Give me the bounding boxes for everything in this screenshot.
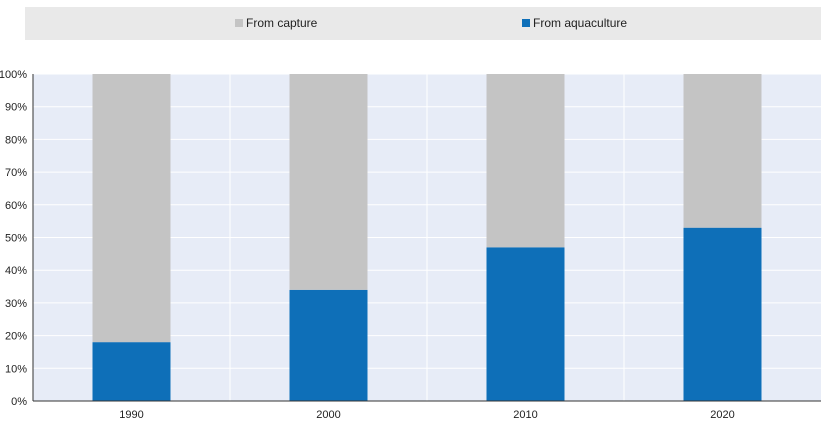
legend-item-aquaculture: From aquaculture <box>522 16 627 30</box>
bar-segment-from-capture-2010 <box>486 74 565 248</box>
bar-segment-from-capture-2000 <box>289 74 368 290</box>
legend-label-aquaculture: From aquaculture <box>533 16 628 30</box>
legend-swatch-capture <box>235 19 243 27</box>
y-tick-label: 100% <box>0 69 27 81</box>
x-tick-label: 2020 <box>710 409 734 421</box>
bar-segment-from-aquaculture-2000 <box>289 289 368 401</box>
legend: From capture From aquaculture <box>25 7 821 40</box>
bar-segment-from-aquaculture-2020 <box>683 227 762 401</box>
bar-segment-from-aquaculture-1990 <box>92 342 171 401</box>
y-tick-label: 60% <box>5 200 27 212</box>
legend-swatch-aquaculture <box>522 19 530 27</box>
y-tick-label: 50% <box>5 233 27 245</box>
x-tick-label: 2010 <box>513 409 537 421</box>
y-tick-label: 80% <box>5 134 27 146</box>
y-tick-label: 30% <box>5 298 27 310</box>
y-tick-label: 70% <box>5 167 27 179</box>
y-tick-label: 20% <box>5 331 27 343</box>
x-tick-label: 1990 <box>119 409 143 421</box>
legend-label-capture: From capture <box>246 16 318 30</box>
x-tick-label: 2000 <box>316 409 340 421</box>
y-tick-label: 90% <box>5 102 27 114</box>
bars <box>92 74 762 401</box>
legend-item-capture: From capture <box>235 16 317 30</box>
y-tick-labels: 0% 10% 20% 30% 40% 50% 60% 70% 80% 90% 100% <box>0 69 27 408</box>
bar-segment-from-aquaculture-2010 <box>486 247 565 401</box>
y-tick-label: 0% <box>11 396 27 408</box>
bar-segment-from-capture-2020 <box>683 74 762 228</box>
x-tick-labels: 1990 2000 2010 2020 <box>119 409 734 421</box>
y-tick-label: 40% <box>5 265 27 277</box>
y-tick-label: 10% <box>5 363 27 375</box>
bar-segment-from-capture-1990 <box>92 74 171 343</box>
